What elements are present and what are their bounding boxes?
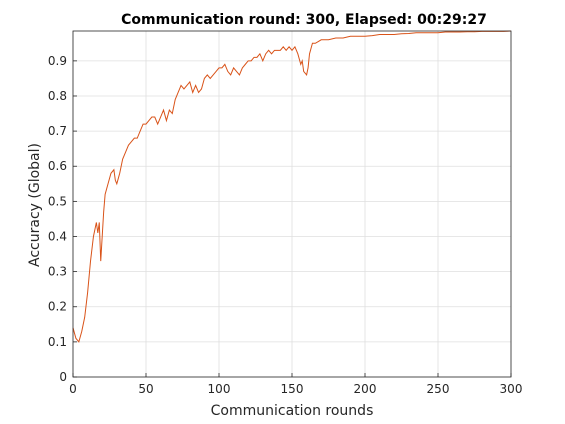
y-tick-label: 0 (59, 370, 67, 384)
x-tick-label: 200 (354, 382, 377, 396)
y-axis-label: Accuracy (Global) (27, 143, 43, 267)
y-tick-label: 0.2 (48, 300, 67, 314)
y-tick-label: 0.4 (48, 229, 67, 243)
y-tick-label: 0.9 (48, 54, 67, 68)
x-tick-label: 250 (427, 382, 450, 396)
x-tick-label: 50 (138, 382, 153, 396)
y-tick-label: 0.8 (48, 89, 67, 103)
y-tick-label: 0.3 (48, 265, 67, 279)
x-tick-label: 150 (281, 382, 304, 396)
y-tick-label: 0.7 (48, 124, 67, 138)
accuracy-series-line (72, 30, 512, 343)
x-tick-label: 300 (500, 382, 523, 396)
y-tick-label: 0.1 (48, 335, 67, 349)
y-tick-label: 0.5 (48, 194, 67, 208)
x-tick-label: 100 (208, 382, 231, 396)
y-axis: 0 0.1 0.2 0.3 0.4 0.5 0.6 0.7 0.8 0.9 (48, 54, 77, 384)
x-axis-label: Communication rounds (211, 403, 374, 419)
y-tick-label: 0.6 (48, 159, 67, 173)
x-tick-label: 0 (69, 382, 77, 396)
x-axis: 0 50 100 150 200 250 300 (69, 373, 522, 396)
chart-title: Communication round: 300, Elapsed: 00:29… (121, 12, 487, 28)
